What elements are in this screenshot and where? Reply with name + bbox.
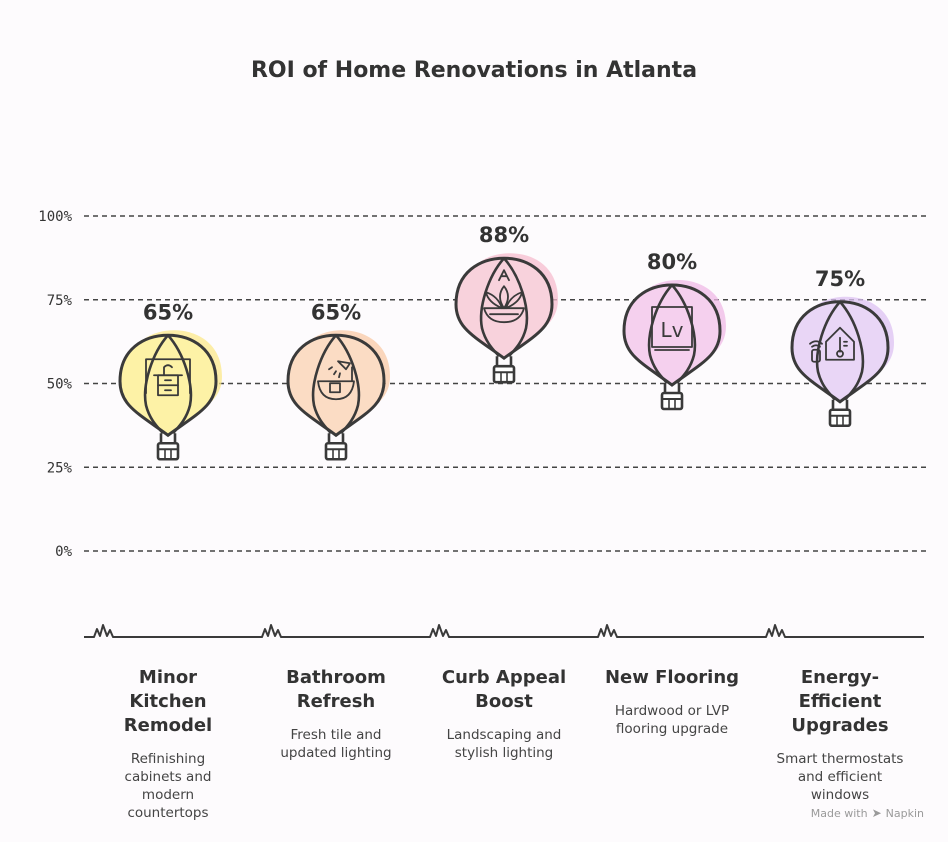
category-description: Landscaping and stylish lighting <box>447 727 562 761</box>
balloon-rib <box>671 284 697 384</box>
balloon-rib <box>815 300 841 401</box>
category-3: Curb Appeal Boost Landscaping and stylish l… <box>442 667 566 761</box>
balloon-bar-1: 65% <box>118 300 222 461</box>
balloon-basket <box>156 441 180 461</box>
chart-title: ROI of Home Renovations in Atlanta <box>251 58 697 83</box>
made-with-napkin: Made with ➤ Napkin <box>811 806 924 820</box>
category-title: New Flooring <box>605 667 739 688</box>
y-tick-label: 50% <box>47 377 73 393</box>
value-label: 80% <box>647 250 697 274</box>
y-tick-label: 75% <box>47 293 73 309</box>
balloon-bar-5: 75% <box>790 267 894 428</box>
smart-home-thermostat-icon <box>809 326 855 363</box>
value-label: 65% <box>143 300 193 324</box>
value-label: 75% <box>815 267 865 291</box>
category-title: Curb Appeal Boost <box>442 667 566 712</box>
balloon-rib <box>335 334 361 435</box>
value-label: 88% <box>479 223 529 247</box>
category-4: New Flooring Hardwood or LVP flooring upgr… <box>605 667 739 737</box>
flooring-icon-label: Lv <box>661 318 684 342</box>
balloon-envelope <box>286 333 386 438</box>
balloon-rib <box>167 334 193 435</box>
balloon-rib <box>503 257 529 358</box>
ground-line <box>84 624 924 638</box>
category-title: Minor Kitchen Remodel <box>124 667 212 736</box>
balloon-basket <box>828 408 852 428</box>
category-description: Refinishing cabinets and modern countertops <box>125 751 212 821</box>
balloon-rib <box>839 300 865 401</box>
y-tick-label: 100% <box>38 209 72 225</box>
lotus-plant-icon <box>483 269 525 324</box>
balloon-bar-4: Lv 80% <box>622 250 726 411</box>
value-label: 65% <box>311 300 361 324</box>
balloon-basket <box>324 441 348 461</box>
balloon-rib <box>311 334 337 435</box>
y-axis-ticks: 0% 25% 50% 75% 100% <box>38 209 72 560</box>
category-description: Fresh tile and updated lighting <box>280 727 391 761</box>
category-title: Energy-Efficient Upgrades <box>791 667 888 736</box>
made-with-text: Made with <box>810 806 868 820</box>
kitchen-cabinet-icon <box>145 358 191 397</box>
balloon-bars: 65% 65% 88% Lv 80% 75% <box>118 223 894 461</box>
balloon-rib <box>479 257 505 358</box>
category-labels: Minor Kitchen Remodel Refinishing cabinets a… <box>124 667 904 821</box>
napkin-brand-text: Napkin <box>885 806 924 820</box>
bathroom-shower-icon <box>317 360 355 401</box>
category-1: Minor Kitchen Remodel Refinishing cabinets a… <box>124 667 212 821</box>
category-description: Smart thermostats and efficient windows <box>777 751 904 803</box>
napkin-logo-icon: ➤ <box>871 806 882 820</box>
category-description: Hardwood or LVP flooring upgrade <box>615 703 729 737</box>
y-tick-label: 0% <box>55 544 72 560</box>
balloon-basket <box>660 391 684 411</box>
balloon-basket <box>492 364 516 384</box>
category-2: Bathroom Refresh Fresh tile and updated lig… <box>280 667 391 761</box>
balloon-rib <box>143 334 169 435</box>
balloon-rib <box>647 284 673 384</box>
category-title: Bathroom Refresh <box>286 667 386 712</box>
balloon-bar-2: 65% <box>286 300 390 461</box>
ground-path <box>84 624 924 638</box>
balloon-bar-3: 88% <box>454 223 558 384</box>
category-5: Energy-Efficient Upgrades Smart thermostat… <box>777 667 904 803</box>
lvp-flooring-icon: Lv <box>651 306 693 351</box>
y-tick-label: 25% <box>47 460 73 476</box>
